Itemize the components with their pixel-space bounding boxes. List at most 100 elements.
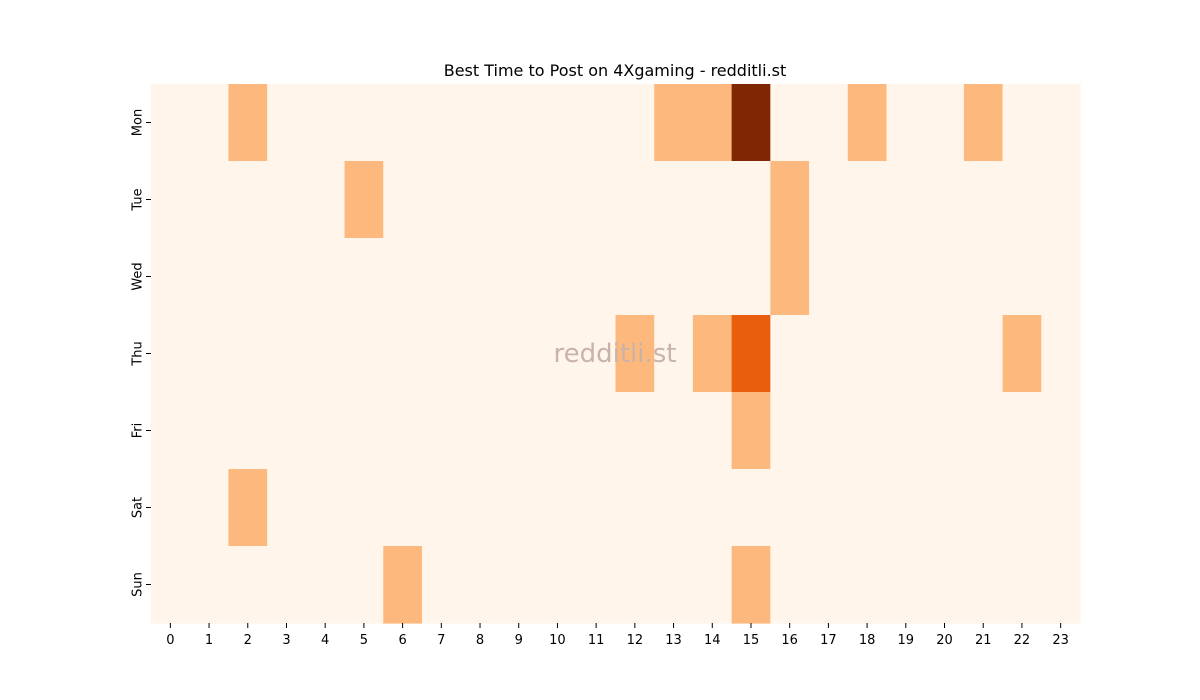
heatmap-cell-mon-19 xyxy=(886,84,926,162)
x-tick-label: 8 xyxy=(476,633,484,648)
heatmap-cell-tue-9 xyxy=(499,161,539,239)
heatmap-cell-sat-21 xyxy=(963,469,1004,547)
heatmap-cell-fri-7 xyxy=(421,392,462,470)
heatmap-cell-sun-5 xyxy=(344,546,384,624)
heatmap-cell-tue-18 xyxy=(847,161,888,239)
x-tick-label: 18 xyxy=(859,633,876,648)
heatmap-cell-wed-23 xyxy=(1041,238,1081,316)
heatmap-cell-sat-7 xyxy=(421,469,462,547)
y-tick-label: Sat xyxy=(131,497,146,518)
heatmap-cell-thu-13 xyxy=(654,315,694,393)
heatmap-cell-fri-13 xyxy=(654,392,694,470)
heatmap-cell-fri-19 xyxy=(886,392,926,470)
heatmap-cell-mon-3 xyxy=(267,84,307,162)
y-tick-label: Fri xyxy=(131,423,146,439)
heatmap-cell-wed-3 xyxy=(267,238,307,316)
heatmap-cell-sat-14 xyxy=(692,469,733,547)
heatmap-cell-sat-18 xyxy=(847,469,888,547)
heatmap-cell-sun-15 xyxy=(731,546,771,624)
heatmap-cell-sun-8 xyxy=(460,546,500,624)
heatmap-cell-sat-11 xyxy=(576,469,617,547)
heatmap-cell-fri-21 xyxy=(963,392,1004,470)
heatmap-cell-wed-20 xyxy=(925,238,965,316)
heatmap-cell-wed-19 xyxy=(886,238,926,316)
y-tick-label: Thu xyxy=(131,341,146,366)
y-tick-label: Mon xyxy=(131,109,146,136)
heatmap-cell-thu-14 xyxy=(692,315,733,393)
heatmap-cell-wed-16 xyxy=(770,238,810,316)
heatmap-cell-thu-22 xyxy=(1002,315,1042,393)
watermark: redditli.st xyxy=(554,339,677,369)
heatmap-cell-wed-2 xyxy=(228,238,268,316)
heatmap-cell-tue-7 xyxy=(421,161,462,239)
heatmap-cell-wed-15 xyxy=(731,238,771,316)
heatmap-cell-sat-4 xyxy=(305,469,346,547)
heatmap-cell-sun-18 xyxy=(847,546,888,624)
heatmap-cell-thu-0 xyxy=(151,315,191,393)
heatmap-cell-sat-23 xyxy=(1041,469,1081,547)
heatmap-cell-fri-10 xyxy=(538,392,578,470)
heatmap-cell-wed-1 xyxy=(189,238,230,316)
heatmap-cell-sat-2 xyxy=(228,469,268,547)
heatmap-cell-sun-2 xyxy=(228,546,268,624)
heatmap-cell-tue-3 xyxy=(267,161,307,239)
x-tick-label: 21 xyxy=(975,633,992,648)
x-tick-label: 4 xyxy=(321,633,329,648)
heatmap-cell-tue-21 xyxy=(963,161,1004,239)
heatmap-cell-tue-20 xyxy=(925,161,965,239)
heatmap-cells xyxy=(151,84,1081,624)
heatmap-cell-wed-21 xyxy=(963,238,1004,316)
heatmap-cell-sun-11 xyxy=(576,546,617,624)
heatmap-cell-sat-13 xyxy=(654,469,694,547)
heatmap-cell-sat-17 xyxy=(809,469,849,547)
heatmap-cell-wed-6 xyxy=(383,238,423,316)
heatmap-cell-sun-17 xyxy=(809,546,849,624)
heatmap-cell-thu-4 xyxy=(305,315,346,393)
x-tick-label: 6 xyxy=(398,633,406,648)
heatmap-cell-mon-4 xyxy=(305,84,346,162)
heatmap-cell-tue-14 xyxy=(692,161,733,239)
heatmap-cell-wed-9 xyxy=(499,238,539,316)
x-tick-label: 15 xyxy=(743,633,760,648)
x-tick-label: 11 xyxy=(588,633,605,648)
heatmap-cell-tue-0 xyxy=(151,161,191,239)
heatmap-cell-fri-20 xyxy=(925,392,965,470)
heatmap-cell-fri-4 xyxy=(305,392,346,470)
heatmap-cell-mon-21 xyxy=(963,84,1004,162)
heatmap-cell-tue-8 xyxy=(460,161,500,239)
heatmap-cell-mon-0 xyxy=(151,84,191,162)
heatmap-cell-thu-8 xyxy=(460,315,500,393)
heatmap-cell-sat-12 xyxy=(615,469,655,547)
x-tick-label: 2 xyxy=(244,633,252,648)
x-tick-label: 3 xyxy=(282,633,290,648)
heatmap-cell-mon-17 xyxy=(809,84,849,162)
heatmap-cell-wed-14 xyxy=(692,238,733,316)
heatmap-cell-fri-8 xyxy=(460,392,500,470)
heatmap-cell-tue-17 xyxy=(809,161,849,239)
heatmap-cell-tue-16 xyxy=(770,161,810,239)
heatmap-cell-sat-3 xyxy=(267,469,307,547)
x-tick-label: 0 xyxy=(166,633,174,648)
x-tick-label: 10 xyxy=(549,633,566,648)
heatmap-cell-thu-11 xyxy=(576,315,617,393)
x-tick-label: 19 xyxy=(898,633,915,648)
heatmap-cell-fri-16 xyxy=(770,392,810,470)
heatmap-cell-wed-13 xyxy=(654,238,694,316)
heatmap-cell-thu-2 xyxy=(228,315,268,393)
heatmap-cell-sun-4 xyxy=(305,546,346,624)
heatmap-cell-tue-2 xyxy=(228,161,268,239)
heatmap-cell-sun-19 xyxy=(886,546,926,624)
x-tick-label: 9 xyxy=(515,633,523,648)
heatmap-cell-fri-11 xyxy=(576,392,617,470)
x-tick-label: 13 xyxy=(665,633,682,648)
heatmap-cell-thu-6 xyxy=(383,315,423,393)
heatmap-cell-sun-1 xyxy=(189,546,230,624)
heatmap-cell-wed-8 xyxy=(460,238,500,316)
heatmap-cell-wed-12 xyxy=(615,238,655,316)
heatmap-cell-tue-10 xyxy=(538,161,578,239)
heatmap-cell-mon-20 xyxy=(925,84,965,162)
x-tick-label: 22 xyxy=(1014,633,1031,648)
x-tick-label: 7 xyxy=(437,633,445,648)
heatmap-cell-wed-22 xyxy=(1002,238,1042,316)
heatmap-cell-fri-14 xyxy=(692,392,733,470)
